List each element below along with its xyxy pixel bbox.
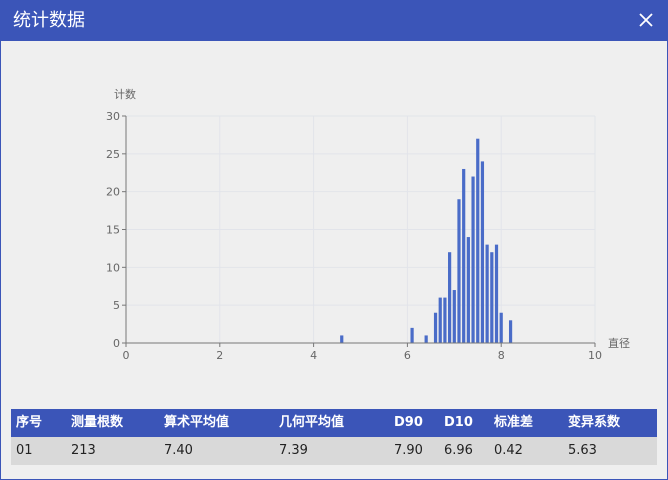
dialog-title: 统计数据 (13, 10, 85, 31)
column-header: 变异系数 (568, 415, 621, 430)
chart-ticks: 0 5 10 15 20 25 30 0 2 4 6 8 10 (106, 110, 602, 362)
x-tick-label: 8 (498, 349, 505, 362)
y-tick-label: 5 (113, 299, 120, 312)
x-tick-label: 0 (123, 349, 130, 362)
y-tick-label: 20 (106, 186, 120, 199)
histogram-bar (480, 161, 485, 343)
column-header: 序号 (16, 415, 43, 430)
chart-grid (126, 115, 596, 343)
y-tick-label: 30 (106, 110, 120, 123)
table-cell: 7.39 (279, 443, 308, 458)
histogram-bar (457, 199, 461, 343)
table-cell: 6.96 (444, 443, 473, 458)
y-tick-label: 15 (106, 224, 120, 237)
column-header: D90 (394, 415, 423, 430)
table-cell: 5.63 (568, 443, 597, 458)
histogram-bar (424, 335, 428, 343)
x-tick-label: 10 (588, 349, 602, 362)
table-cell: 0.42 (494, 443, 523, 458)
y-tick-label: 0 (113, 337, 120, 350)
column-header: 标准差 (494, 415, 534, 430)
x-axis-label: 直径 (608, 336, 630, 350)
x-tick-label: 6 (404, 349, 411, 362)
table-header: 序号 测量根数 算术平均值 几何平均值 D90 D10 标准差 变异系数 (11, 409, 657, 437)
y-tick-label: 25 (106, 148, 120, 161)
histogram-bar (476, 138, 480, 343)
table-row[interactable]: 01 213 7.40 7.39 7.90 6.96 0.42 5.63 (11, 437, 657, 465)
histogram-bar (443, 297, 447, 343)
x-tick-label: 2 (216, 349, 223, 362)
histogram-svg: 0 5 10 15 20 25 30 0 2 4 6 8 10 计数 直径 (106, 88, 630, 362)
column-header: 算术平均值 (164, 415, 230, 430)
table-cell: 01 (16, 443, 33, 458)
histogram-bar (438, 297, 442, 343)
table-cell: 213 (71, 443, 96, 458)
y-axis-label: 计数 (114, 88, 136, 101)
histogram-bar (485, 244, 489, 343)
dialog-titlebar: 统计数据 (1, 1, 667, 41)
histogram-bar (499, 312, 503, 343)
histogram-bar (433, 312, 438, 343)
table-body: 01 213 7.40 7.39 7.90 6.96 0.42 5.63 (11, 437, 657, 465)
histogram-bar (490, 252, 494, 343)
histogram-bar (508, 320, 513, 343)
close-icon[interactable] (635, 9, 657, 31)
histogram-bar (462, 168, 466, 343)
histogram-bar (452, 290, 456, 343)
histogram-bar (340, 335, 344, 343)
stats-table: 序号 测量根数 算术平均值 几何平均值 D90 D10 标准差 变异系数 01 213 7.40 7… (11, 409, 657, 465)
histogram-chart: 0 5 10 15 20 25 30 0 2 4 6 8 10 计数 直径 (1, 41, 667, 401)
table-cell: 7.90 (394, 443, 423, 458)
column-header: 测量根数 (71, 415, 124, 430)
y-tick-label: 10 (106, 261, 120, 274)
histogram-bar (471, 176, 475, 343)
histogram-bar (494, 244, 499, 343)
histogram-bar (466, 237, 470, 343)
chart-bars (340, 138, 513, 343)
x-tick-label: 4 (310, 349, 317, 362)
column-header: 几何平均值 (279, 415, 345, 430)
column-header: D10 (444, 415, 473, 430)
histogram-bar (410, 327, 414, 343)
table-cell: 7.40 (164, 443, 193, 458)
histogram-bar (448, 252, 452, 343)
